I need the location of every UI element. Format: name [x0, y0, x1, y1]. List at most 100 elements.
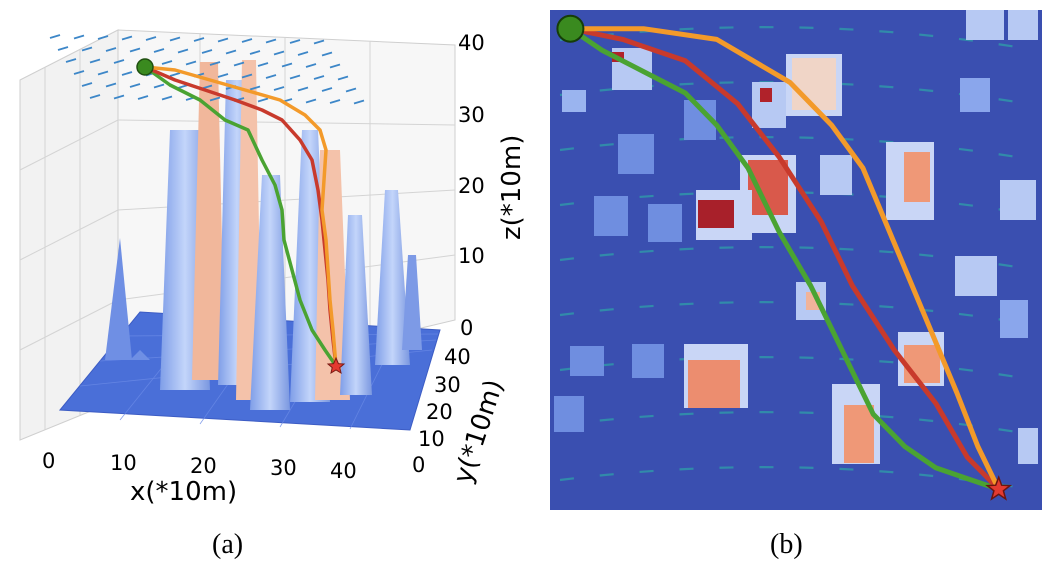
wind-arrow: [297, 86, 309, 92]
wind-arrow: [129, 47, 141, 53]
building: [1000, 300, 1028, 338]
wind-arrow: [65, 58, 77, 63]
z-tick: 40: [458, 31, 485, 55]
wind-arrow: [81, 82, 93, 87]
wind-arrow: [345, 87, 357, 93]
y-tick: 40: [444, 345, 471, 369]
building: [844, 405, 874, 463]
wind-streamline: [559, 136, 1036, 162]
building: [904, 345, 940, 383]
wind-arrow: [113, 59, 125, 64]
panel-a-3d-plot: 0 10 20 30 40 x(*10m) 0 10 20 30 40 y(*1…: [19, 29, 527, 560]
trajectory-orange-3d: [144, 65, 338, 367]
buildings-3d: [105, 60, 422, 410]
wind-streamline: [559, 191, 1036, 217]
wind-arrow: [177, 48, 189, 54]
z-tick: 30: [458, 103, 485, 127]
building: [562, 90, 586, 112]
wind-arrow: [121, 35, 133, 41]
building: [760, 88, 772, 102]
wind-arrow: [241, 73, 253, 79]
x-tick: 20: [190, 454, 217, 478]
wind-arrow: [209, 96, 221, 102]
wind-arrow: [113, 94, 125, 100]
building: [820, 155, 852, 195]
wind-arrow: [73, 70, 85, 75]
z-axis-title: z(*10m): [497, 135, 527, 240]
x-axis-title: x(*10m): [130, 477, 237, 507]
wind-arrow: [353, 99, 365, 105]
building: [1000, 180, 1036, 220]
z-tick: 0: [460, 316, 473, 340]
wind-arrow: [281, 62, 293, 68]
trajectory-orange: [567, 26, 1002, 492]
start-marker-3d: [136, 58, 154, 76]
y-axis-ticks: 0 10 20 30 40: [412, 345, 471, 477]
trajectory-green: [567, 26, 1002, 492]
wind-arrow: [57, 46, 69, 51]
x-tick: 0: [42, 449, 55, 473]
building: [375, 190, 410, 365]
buildings-top: [554, 10, 1038, 464]
z-axis-ticks: 0 10 20 30 40: [458, 31, 485, 340]
wind-arrow: [265, 74, 277, 79]
z-tick: 10: [458, 244, 485, 268]
wind-arrow: [249, 85, 261, 91]
wind-arrow: [233, 61, 245, 67]
x-tick: 10: [110, 451, 137, 475]
building: [966, 10, 1004, 40]
trajectories-3d: [143, 65, 338, 367]
wind-arrow: [337, 75, 349, 81]
wind-arrow: [241, 38, 253, 43]
caption-a: (a): [212, 529, 243, 560]
x-tick: 40: [330, 459, 357, 483]
wind-arrow: [289, 39, 301, 44]
goal-marker-3d: [326, 356, 346, 375]
wind-arrow: [89, 94, 101, 99]
building: [192, 62, 225, 380]
wind-arrow: [49, 34, 61, 39]
x-tick: 30: [270, 456, 297, 480]
wind-arrow: [257, 62, 269, 67]
building: [632, 344, 664, 378]
wind-arrow: [273, 50, 285, 56]
building: [250, 175, 290, 410]
wind-arrow: [313, 75, 325, 80]
wind-arrow: [161, 95, 173, 101]
building: [1008, 10, 1038, 40]
building: [960, 78, 990, 112]
wind-arrow: [105, 82, 117, 88]
building: [618, 134, 654, 174]
wind-arrow: [193, 37, 205, 42]
wind-arrow: [169, 36, 181, 42]
start-marker: [556, 14, 585, 43]
wind-arrow: [97, 35, 109, 40]
wind-arrow: [273, 86, 285, 91]
wind-arrow: [225, 49, 237, 55]
building: [792, 58, 836, 110]
wind-arrow: [305, 63, 317, 68]
wind-arrow: [89, 58, 101, 64]
building: [105, 238, 132, 360]
z-tick: 20: [458, 174, 485, 198]
goal-marker: [985, 475, 1013, 501]
building: [698, 200, 734, 228]
panel-b-top-view: (b): [550, 10, 1042, 560]
wind-arrow: [209, 61, 221, 66]
wind-arrow: [81, 46, 93, 52]
building: [648, 204, 682, 242]
wind-arrow: [321, 51, 333, 57]
wind-streamline: [559, 356, 1036, 382]
building: [1018, 428, 1038, 464]
trajectories-top: [567, 26, 1002, 492]
wind-streamline: [559, 301, 1036, 327]
wind-arrow: [105, 47, 117, 52]
wind-arrow: [97, 70, 109, 76]
wind-arrow: [217, 37, 229, 43]
wind-arrow: [305, 98, 317, 104]
wind-arrow: [153, 83, 165, 89]
building: [402, 255, 422, 350]
trajectory-green-3d: [143, 65, 338, 367]
building: [688, 360, 740, 408]
